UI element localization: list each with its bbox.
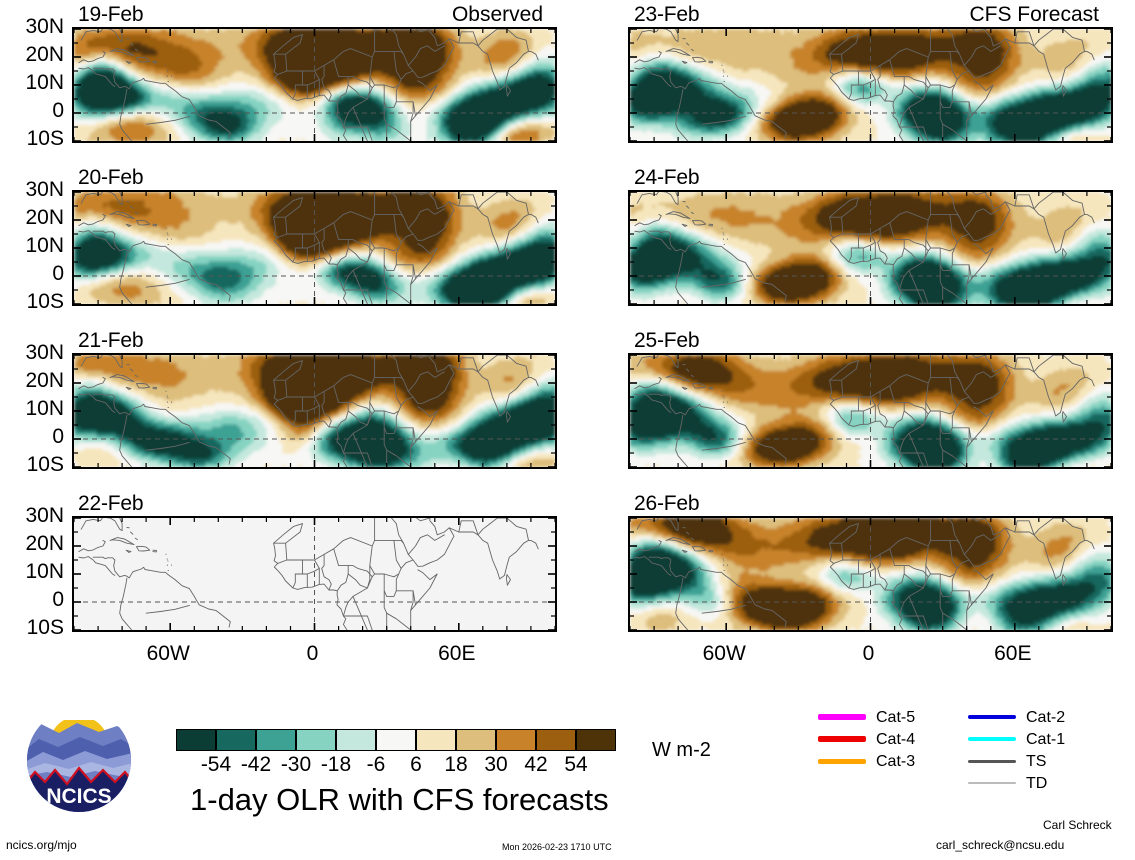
y-axis-label: 10S: [0, 453, 64, 477]
legend-label-td: TD: [1026, 775, 1047, 793]
panel-date-label: 24-Feb: [634, 166, 700, 190]
colorbar-segment: [376, 729, 416, 751]
x-axis-label: 60E: [407, 642, 507, 666]
colorbar-tick-label: -30: [256, 753, 336, 777]
y-axis-label: 20N: [0, 43, 64, 67]
colorbar-segment: [256, 729, 296, 751]
y-axis-label: 10S: [0, 616, 64, 640]
y-axis-label: 0: [0, 588, 64, 612]
y-axis-label: 10N: [0, 234, 64, 258]
figure-title: 1-day OLR with CFS forecasts: [190, 782, 609, 818]
legend-label-ts: TS: [1026, 753, 1046, 771]
colorbar-units: W m-2: [652, 739, 711, 762]
x-axis-label: 60E: [963, 642, 1063, 666]
colorbar-segment: [456, 729, 496, 751]
x-axis-label: 60W: [674, 642, 774, 666]
x-axis-label: 0: [819, 642, 919, 666]
colorbar-tick-label: 18: [416, 753, 496, 777]
colorbar-segment: [416, 729, 456, 751]
colorbar-segment: [336, 729, 376, 751]
colorbar-tick-label: -6: [336, 753, 416, 777]
legend-swatch-cat-3: [818, 758, 866, 764]
timestamp: Mon 2026-02-23 1710 UTC: [502, 842, 612, 852]
author-name: Carl Schreck: [1043, 818, 1112, 832]
map-canvas: [72, 190, 557, 306]
colorbar-segment: [496, 729, 536, 751]
legend-label-cat-4: Cat-4: [876, 731, 915, 749]
y-axis-label: 30N: [0, 341, 64, 365]
legend-swatch-cat-4: [818, 736, 866, 742]
map-canvas: [72, 353, 557, 469]
legend-label-cat-3: Cat-3: [876, 753, 915, 771]
y-axis-label: 30N: [0, 178, 64, 202]
y-axis-label: 30N: [0, 504, 64, 528]
colorbar-tick-label: -42: [216, 753, 296, 777]
map-canvas: [628, 353, 1113, 469]
colorbar-tick-label: 54: [536, 753, 616, 777]
y-axis-label: 0: [0, 425, 64, 449]
y-axis-label: 0: [0, 99, 64, 123]
legend-label-cat-2: Cat-2: [1026, 709, 1065, 727]
ncics-logo[interactable]: NCICS: [25, 706, 133, 814]
y-axis-label: 0: [0, 262, 64, 286]
panel-date-label: 20-Feb: [78, 166, 144, 190]
column-header-forecast: CFS Forecast: [969, 3, 1099, 27]
panel-date-label: 26-Feb: [634, 492, 700, 516]
map-canvas: [72, 516, 557, 632]
y-axis-label: 10S: [0, 290, 64, 314]
y-axis-label: 20N: [0, 369, 64, 393]
panel-date-label: 21-Feb: [78, 329, 144, 353]
colorbar-tick-label: -54: [176, 753, 256, 777]
ncics-logo-graphic: NCICS: [27, 708, 131, 812]
author-email[interactable]: carl_schreck@ncsu.edu: [936, 838, 1064, 852]
legend-swatch-ts: [968, 759, 1016, 763]
panel-date-label: 22-Feb: [78, 492, 144, 516]
colorbar-tick-label: 30: [456, 753, 536, 777]
colorbar-segment: [296, 729, 336, 751]
y-axis-label: 20N: [0, 206, 64, 230]
site-link[interactable]: ncics.org/mjo: [6, 838, 77, 852]
map-canvas: [628, 516, 1113, 632]
colorbar-tick-label: 42: [496, 753, 576, 777]
map-canvas: [628, 190, 1113, 306]
x-axis-label: 60W: [118, 642, 218, 666]
legend-swatch-cat-2: [968, 715, 1016, 719]
legend-swatch-cat-5: [818, 714, 866, 720]
legend-swatch-td: [968, 782, 1016, 784]
legend-label-cat-5: Cat-5: [876, 709, 915, 727]
panel-date-label: 23-Feb: [634, 3, 700, 27]
colorbar-tick-label: 6: [376, 753, 456, 777]
colorbar-segment: [176, 729, 216, 751]
colorbar-segment: [536, 729, 576, 751]
y-axis-label: 10N: [0, 71, 64, 95]
map-canvas: [72, 27, 557, 143]
x-axis-label: 0: [263, 642, 363, 666]
y-axis-label: 10N: [0, 397, 64, 421]
colorbar-tick-label: -18: [296, 753, 376, 777]
legend-label-cat-1: Cat-1: [1026, 731, 1065, 749]
panel-date-label: 19-Feb: [78, 3, 144, 27]
colorbar-segment: [576, 729, 616, 751]
colorbar-segment: [216, 729, 256, 751]
y-axis-label: 30N: [0, 15, 64, 39]
column-header-observed: Observed: [452, 3, 543, 27]
y-axis-label: 10S: [0, 127, 64, 151]
map-canvas: [628, 27, 1113, 143]
panel-date-label: 25-Feb: [634, 329, 700, 353]
legend-swatch-cat-1: [968, 737, 1016, 741]
y-axis-label: 20N: [0, 532, 64, 556]
y-axis-label: 10N: [0, 560, 64, 584]
